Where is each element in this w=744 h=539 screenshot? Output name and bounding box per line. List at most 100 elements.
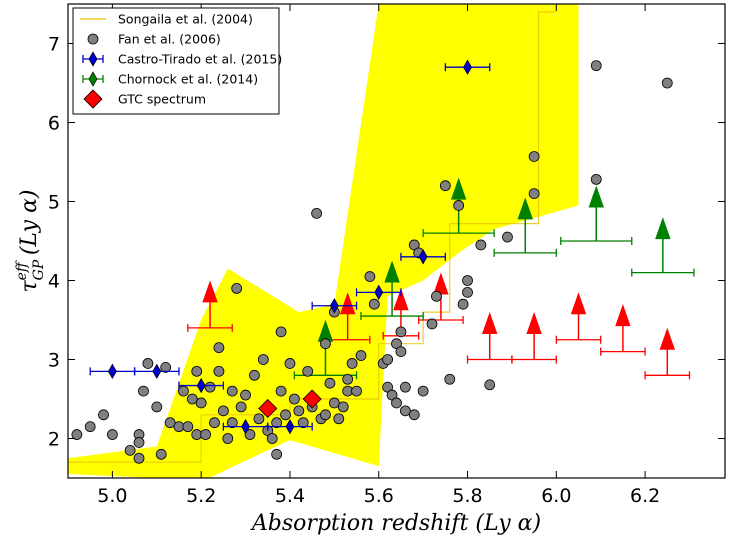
y-tick-label: 2 — [48, 429, 60, 451]
red-limit-8 — [644, 327, 691, 380]
fan-point — [590, 60, 602, 72]
castro-point-3 — [222, 418, 269, 435]
fan-point — [182, 421, 194, 433]
fan-point — [502, 231, 513, 243]
fan-point — [160, 361, 172, 373]
red-limit-arrow — [615, 304, 631, 352]
fan-point — [240, 389, 251, 401]
fan-point — [249, 369, 260, 381]
fan-point — [222, 433, 234, 444]
fan-point — [661, 77, 673, 89]
fan-point — [382, 354, 394, 365]
fan-point — [191, 365, 203, 377]
fan-point — [226, 417, 238, 429]
legend-entry-1: Fan et al. (2006) — [87, 32, 221, 47]
legend: Songaila et al. (2004) Fan et al. (2006) C… — [72, 7, 282, 115]
red-limit-arrow — [482, 311, 498, 360]
fan-point — [399, 405, 411, 417]
fan-point — [302, 365, 314, 377]
fan-point — [528, 151, 540, 162]
red-limit-arrow-head — [202, 280, 218, 303]
fan-point — [426, 318, 438, 330]
fan-point — [275, 385, 287, 397]
y-tick-label: 3 — [48, 350, 60, 372]
fan-point — [271, 417, 283, 429]
gtc-point — [302, 389, 322, 409]
castro-point-6 — [355, 284, 402, 301]
chornock-arrow-head — [655, 217, 671, 240]
y-label-tau: τ — [17, 280, 42, 293]
gtc-point — [258, 398, 278, 419]
legend-diamond — [88, 71, 98, 87]
y-tick-label: 4 — [48, 271, 60, 293]
castro-point-8 — [444, 59, 491, 75]
chornock-arrow — [588, 185, 604, 241]
x-tick-label: 5.2 — [186, 485, 216, 507]
castro-marker — [241, 418, 250, 435]
fan-point — [133, 437, 145, 448]
x-tick-label: 6.2 — [630, 485, 660, 507]
legend-diamond — [88, 51, 98, 67]
fan-point — [142, 358, 154, 369]
legend-label: Fan et al. (2006) — [118, 32, 221, 47]
fan-point — [217, 405, 229, 417]
fan-point — [417, 385, 429, 397]
y-axis-label: τGPeff (Ly α) — [14, 189, 47, 292]
legend-label: Chornock et al. (2014) — [118, 72, 258, 87]
plot-area — [68, 4, 695, 478]
fan-point — [590, 173, 602, 185]
legend-entry-3: Chornock et al. (2014) — [82, 71, 258, 87]
y-axis-label-text: τGPeff (Ly α) — [14, 189, 47, 292]
castro-point-5 — [311, 298, 358, 314]
red-limit-arrow — [339, 292, 356, 340]
fan-point — [355, 350, 367, 361]
x-tick-label: 5.6 — [364, 485, 394, 507]
fan-point — [271, 448, 283, 460]
songaila-band — [68, 4, 579, 478]
fan-point — [266, 433, 278, 444]
fan-point — [528, 188, 540, 200]
x-tick-label: 5.4 — [275, 485, 305, 507]
legend-label: Castro-Tirado et al. (2015) — [118, 52, 282, 67]
red-limit-6 — [555, 292, 602, 344]
y-tick-label: 7 — [48, 34, 60, 56]
fan-point — [200, 429, 212, 440]
chornock-point-1 — [360, 260, 424, 321]
castro-marker — [374, 284, 384, 301]
x-tick-label: 5.0 — [97, 485, 127, 507]
plot-frame — [67, 3, 726, 479]
fan-point — [444, 373, 456, 385]
fan-point — [209, 417, 220, 429]
red-limit-arrow-head — [393, 288, 409, 311]
chornock-arrow — [517, 197, 533, 253]
fan-point — [364, 271, 376, 282]
fan-point — [328, 397, 340, 409]
chornock-arrow-head — [450, 177, 467, 200]
legend-box — [72, 7, 280, 115]
fan-point — [71, 429, 83, 440]
fan-point — [297, 417, 309, 429]
x-tick-label: 6.0 — [541, 485, 571, 507]
castro-marker — [285, 418, 295, 435]
fan-point — [155, 448, 167, 460]
fan-point — [186, 393, 198, 405]
x-tick-label: 5.8 — [452, 485, 482, 507]
fan-point — [204, 381, 216, 393]
fan-point — [124, 444, 136, 456]
fan-point — [368, 298, 380, 310]
y-label-sub: GP — [31, 259, 47, 280]
castro-marker — [152, 363, 162, 380]
red-limit-7 — [600, 304, 646, 356]
red-limit-arrow-head — [615, 304, 631, 327]
fan-point — [457, 298, 469, 310]
fan-point — [311, 207, 322, 219]
fan-point — [253, 413, 265, 425]
red-limit-4 — [466, 311, 513, 364]
legend-entry-2: Castro-Tirado et al. (2015) — [82, 51, 282, 67]
fan-point — [138, 385, 149, 397]
fan-point — [195, 397, 207, 409]
fan-point — [133, 452, 145, 464]
castro-point-7 — [400, 249, 446, 265]
red-limit-arrow-head — [570, 292, 587, 315]
